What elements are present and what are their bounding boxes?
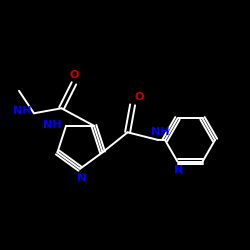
Text: O: O	[134, 92, 143, 102]
Text: NH: NH	[151, 127, 169, 137]
Text: N: N	[174, 166, 184, 175]
Text: NH: NH	[13, 106, 31, 116]
Text: O: O	[69, 70, 79, 80]
Text: N: N	[76, 173, 86, 183]
Text: NH: NH	[43, 120, 62, 130]
